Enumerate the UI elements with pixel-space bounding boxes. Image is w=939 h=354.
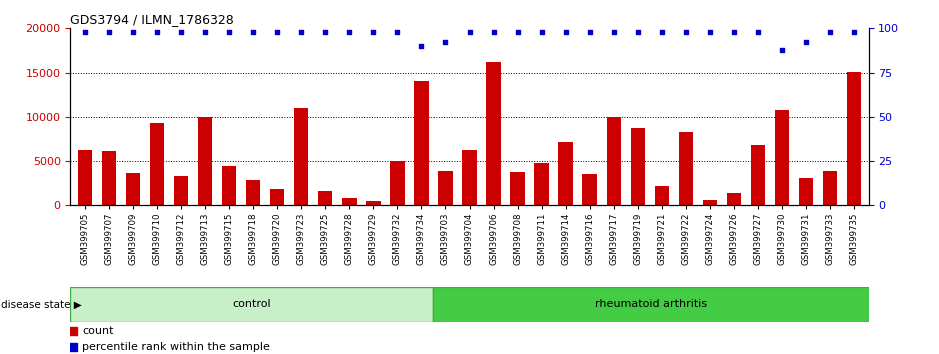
Point (390, 29, 405, 35)
Point (366, 29, 381, 35)
Bar (702, 200, 717, 205)
Bar (511, 172, 525, 205)
Bar (727, 193, 741, 205)
Bar (78, 149, 92, 205)
Point (414, 43, 429, 49)
Point (702, 29, 717, 35)
Text: control: control (233, 299, 271, 309)
Point (727, 29, 742, 35)
Point (847, 29, 862, 35)
Point (77, 29, 92, 35)
Point (534, 29, 549, 35)
Bar (751, 145, 765, 205)
Point (775, 47, 790, 52)
Bar (318, 191, 332, 205)
Point (486, 29, 501, 35)
Point (607, 29, 622, 35)
Bar (174, 176, 188, 205)
Bar (607, 117, 621, 205)
Bar (534, 163, 548, 205)
Text: disease state ▶: disease state ▶ (1, 299, 82, 309)
Point (750, 29, 765, 35)
Bar (823, 171, 838, 205)
Bar (582, 175, 597, 205)
Bar (462, 150, 477, 205)
Bar (799, 178, 813, 205)
Point (510, 29, 525, 35)
Text: rheumatoid arthritis: rheumatoid arthritis (594, 299, 707, 309)
Bar (70, 287, 433, 322)
Text: GDS3794 / ILMN_1786328: GDS3794 / ILMN_1786328 (70, 13, 234, 26)
Bar (126, 172, 140, 205)
Bar (433, 287, 869, 322)
Point (269, 29, 285, 35)
Point (462, 29, 477, 35)
Point (197, 29, 212, 35)
Bar (246, 180, 260, 205)
Bar (222, 166, 237, 205)
Bar (679, 132, 693, 205)
Bar (270, 189, 285, 205)
Bar (559, 143, 573, 205)
Bar (847, 72, 861, 205)
Bar (775, 110, 790, 205)
Bar (486, 62, 500, 205)
Bar (414, 81, 428, 205)
Bar (294, 108, 308, 205)
Point (222, 29, 237, 35)
Bar (439, 171, 453, 205)
Text: count: count (83, 326, 114, 336)
Bar (366, 201, 380, 205)
Bar (342, 198, 357, 205)
Point (149, 29, 164, 35)
Point (101, 29, 116, 35)
Point (630, 29, 645, 35)
Point (342, 29, 357, 35)
Point (823, 29, 838, 35)
Point (582, 29, 597, 35)
Point (246, 29, 261, 35)
Point (558, 29, 573, 35)
Text: percentile rank within the sample: percentile rank within the sample (83, 342, 270, 352)
Point (438, 40, 453, 45)
Bar (654, 186, 670, 205)
Point (174, 29, 189, 35)
Bar (149, 123, 164, 205)
Point (798, 40, 813, 45)
Bar (101, 152, 116, 205)
Point (654, 29, 670, 35)
Point (317, 29, 332, 35)
Bar (391, 161, 405, 205)
Bar (631, 129, 645, 205)
Point (678, 29, 693, 35)
Bar (198, 117, 212, 205)
Point (294, 29, 309, 35)
Point (126, 29, 141, 35)
